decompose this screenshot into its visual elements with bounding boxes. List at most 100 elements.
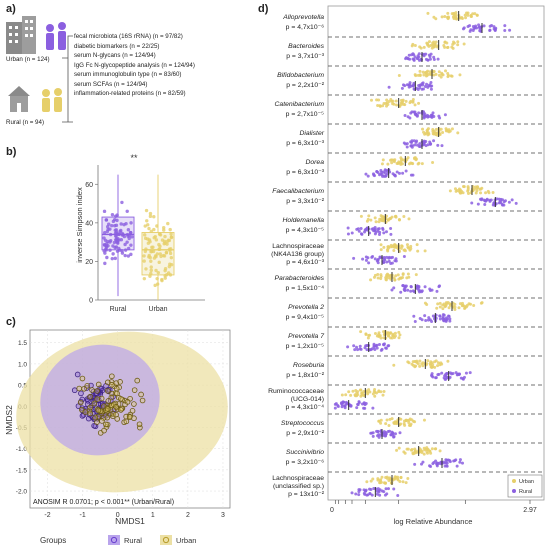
- rural-point: [375, 346, 379, 350]
- urban-point: [369, 479, 373, 483]
- rural-point: [397, 171, 401, 175]
- rural-point: [387, 259, 391, 263]
- rural-point: [444, 460, 448, 464]
- urban-point: [425, 70, 429, 74]
- urban-point: [95, 381, 102, 388]
- urban-point: [395, 245, 399, 249]
- data-point: [149, 271, 153, 276]
- rural-point: [359, 227, 363, 231]
- taxon-name: Bacteroides: [288, 43, 324, 50]
- urban-point: [436, 302, 440, 306]
- urban-point: [95, 413, 102, 420]
- data-point: [104, 218, 109, 222]
- rural-point: [443, 464, 447, 468]
- data-point: [169, 232, 173, 236]
- taxon-subname: (unclassified sp.): [273, 483, 324, 490]
- rural-point: [376, 487, 380, 491]
- urban-point: [392, 248, 396, 252]
- urban-point: [365, 219, 369, 223]
- rural-point: [418, 86, 422, 90]
- rural-point: [440, 144, 444, 148]
- data-point: [116, 232, 121, 237]
- urban-point: [411, 42, 415, 46]
- rural-point: [372, 342, 376, 346]
- urban-point: [366, 336, 370, 340]
- urban-point: [369, 98, 373, 102]
- urban-point: [394, 99, 398, 103]
- urban-point: [466, 191, 470, 195]
- taxon-name: Catenibacterium: [275, 101, 325, 108]
- urban-point: [462, 42, 466, 46]
- rural-point: [375, 259, 379, 263]
- rural-point: [349, 404, 353, 408]
- x-tick-label: -2: [44, 512, 50, 519]
- urban-point: [406, 156, 410, 160]
- urban-point: [441, 307, 445, 311]
- urban-point: [77, 399, 84, 406]
- urban-point: [364, 332, 368, 336]
- urban-point: [403, 419, 407, 423]
- urban-point: [438, 305, 442, 309]
- rural-point: [390, 288, 394, 292]
- rural-point: [392, 435, 396, 439]
- urban-point: [367, 214, 371, 218]
- urban-point: [463, 306, 467, 310]
- urban-point: [443, 45, 447, 49]
- urban-point: [417, 101, 421, 105]
- rural-point: [468, 371, 472, 375]
- urban-point: [423, 249, 427, 253]
- rural-point: [508, 28, 512, 32]
- urban-point: [458, 302, 462, 306]
- urban-point: [391, 334, 395, 338]
- y-tick-label: 0: [89, 298, 93, 305]
- data-point: [162, 228, 166, 232]
- data-point: [163, 276, 167, 280]
- taxon-name: Streptococcus: [281, 420, 325, 427]
- urban-point: [399, 475, 403, 479]
- urban-point: [418, 359, 422, 363]
- urban-point: [356, 392, 360, 396]
- rural-point: [405, 145, 409, 149]
- rural-point: [364, 488, 368, 492]
- legend-marker-urban: [512, 479, 516, 483]
- rural-point: [346, 345, 350, 349]
- urban-point: [435, 45, 439, 49]
- rural-point: [408, 81, 412, 85]
- urban-point: [407, 246, 411, 250]
- rural-point: [408, 116, 412, 120]
- rural-point: [427, 53, 431, 57]
- rural-point: [482, 24, 486, 28]
- y-axis-label: inverse Simpson index: [75, 187, 84, 263]
- data-point: [128, 230, 133, 235]
- urban-point: [401, 273, 405, 277]
- urban-point: [427, 44, 431, 48]
- rural-point: [400, 86, 404, 90]
- urban-point: [444, 127, 448, 131]
- urban-point: [394, 215, 398, 219]
- rural-point: [418, 142, 422, 146]
- taxon-name: Lachnospiraceae: [272, 243, 324, 250]
- data-point: [156, 270, 160, 275]
- rural-point: [375, 492, 379, 496]
- rural-point: [418, 144, 422, 148]
- taxon-name: Prevotella 2: [288, 304, 324, 311]
- urban-point: [138, 391, 144, 398]
- data-point: [114, 234, 118, 238]
- rural-point: [427, 316, 431, 320]
- rural-point: [426, 58, 430, 62]
- rural-point: [510, 198, 514, 202]
- urban-point: [374, 391, 378, 395]
- data-point: [152, 236, 156, 240]
- urban-point: [457, 306, 461, 310]
- rural-point: [438, 284, 442, 288]
- data-point: [144, 267, 148, 271]
- urban-point: [410, 161, 414, 165]
- urban-point: [479, 191, 483, 195]
- urban-point: [484, 191, 488, 195]
- urban-point: [444, 69, 448, 73]
- data-point: [155, 224, 159, 228]
- urban-point: [475, 13, 479, 17]
- urban-point: [104, 414, 111, 421]
- urban-point: [446, 45, 450, 49]
